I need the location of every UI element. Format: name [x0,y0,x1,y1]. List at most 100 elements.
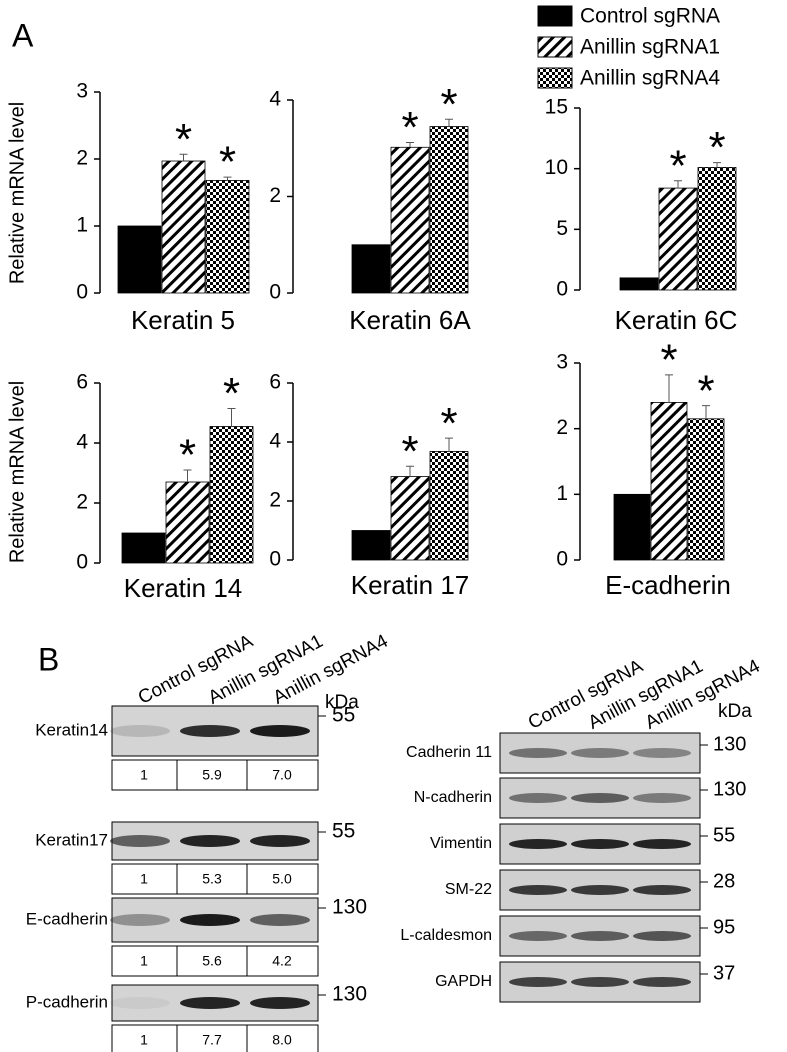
quant-value: 5.3 [202,871,222,887]
y-tick-label: 2 [76,147,88,170]
x-label: Keratin 6C [615,305,738,335]
error-bar [665,374,673,403]
quant-value: 7.7 [202,1032,222,1048]
y-label: Relative mRNA level [6,381,28,563]
band [509,977,567,987]
significance: * [219,138,236,187]
protein-label: Keratin17 [35,830,108,849]
significance: * [175,115,192,164]
band [110,725,170,737]
quant-value: 1 [140,1032,148,1048]
error-bar [223,176,232,181]
size-label: 37 [713,962,735,984]
band [250,914,310,926]
y-tick-label: 0 [269,548,281,571]
legend-swatch [537,67,573,89]
size-label: 55 [332,820,355,843]
y-tick-label: 0 [556,548,568,571]
error-bar [406,141,414,148]
y-tick-label: 0 [76,281,88,304]
protein-label: N-cadherin [414,789,492,806]
bar [658,187,698,291]
band [250,725,310,737]
bar [209,426,254,564]
x-label: Keratin 5 [131,305,235,335]
bar [619,277,659,291]
significance: * [669,141,686,190]
panel-label: A [12,17,34,53]
band [633,839,691,849]
error-bar [445,118,453,127]
y-tick-label: 5 [556,217,568,240]
x-label: Keratin 17 [351,570,470,600]
error-bar [674,180,682,189]
quant-value: 4.2 [272,953,292,969]
bar [390,146,430,294]
y-label: Relative mRNA level [6,102,28,284]
protein-label: Keratin14 [35,720,108,739]
quant-value: 5.0 [272,871,292,887]
quant-value: 1 [140,953,148,969]
size-label: 28 [713,870,735,892]
significance: * [697,366,714,415]
panel-label: B [38,641,59,677]
band [110,835,170,847]
kda-header: kDa [325,692,359,713]
size-label: 130 [713,733,746,755]
bar [121,532,166,564]
quant-value: 8.0 [272,1032,292,1048]
blot [499,732,701,774]
protein-label: GAPDH [435,973,492,990]
size-label: 130 [713,778,746,800]
quant-value: 5.9 [202,767,222,783]
band [110,997,170,1009]
bar [687,418,725,561]
band [571,885,629,895]
error-bar [445,437,453,452]
quant-value: 1 [140,767,148,783]
significance: * [440,399,457,448]
band [509,793,567,803]
size-label: 95 [713,916,735,938]
bar [650,401,688,561]
y-tick-label: 2 [76,491,88,514]
y-tick-label: 1 [76,214,88,237]
kda-header: kDa [718,701,752,722]
bar [165,481,210,564]
x-label: Keratin 6A [349,305,471,335]
quant-box [111,759,319,791]
y-tick-label: 0 [76,551,88,574]
significance: * [401,427,418,476]
bar [161,160,206,294]
band [250,835,310,847]
band [571,839,629,849]
y-tick-label: 2 [269,489,281,512]
band [110,914,170,926]
quant-box [111,945,319,977]
bar [429,126,469,294]
y-tick-label: 3 [556,351,568,374]
bar [613,493,651,561]
y-tick-label: 4 [269,88,281,111]
band [633,885,691,895]
y-tick-label: 0 [269,281,281,304]
size-label: 55 [713,824,735,846]
band [509,885,567,895]
band [571,748,629,758]
band [633,977,691,987]
band [633,931,691,941]
bar [117,225,162,294]
bar [429,451,469,561]
error-bar [183,469,192,482]
y-tick-label: 0 [556,278,568,301]
quant-value: 1 [140,871,148,887]
significance: * [440,80,457,129]
band [509,839,567,849]
quant-value: 7.0 [272,767,292,783]
protein-label: Vimentin [430,835,492,852]
protein-label: Cadherin 11 [406,744,492,761]
band [180,997,240,1009]
quant-box [111,863,319,895]
size-label: 130 [332,983,367,1006]
